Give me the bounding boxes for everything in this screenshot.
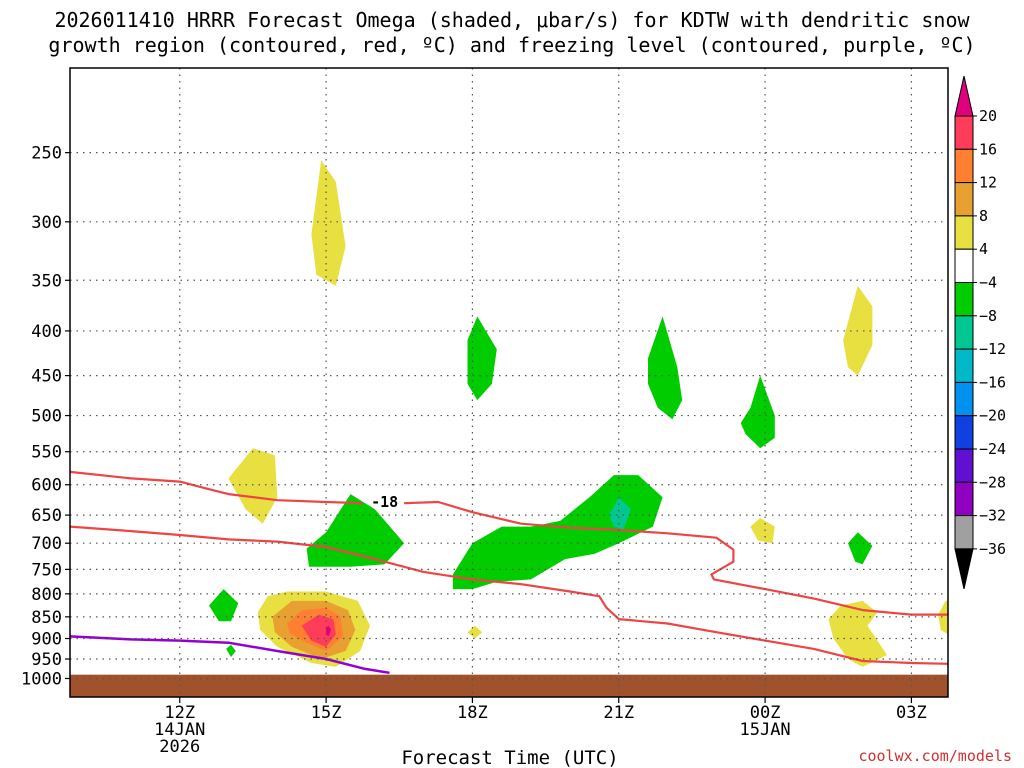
colorbar-bin-1 <box>954 148 974 184</box>
colorbar-label-12: −32 <box>979 507 1006 525</box>
omega-region-0 <box>311 160 346 286</box>
colorbar-bin-9 <box>954 415 974 450</box>
omega-region-8 <box>750 518 775 544</box>
colorbar-label-6: −8 <box>979 307 997 325</box>
freezing-level-contour <box>70 635 390 675</box>
colorbar-label-11: −28 <box>979 473 1006 491</box>
y-tick-label-700: 700 <box>31 534 62 554</box>
colorbar-bin-4 <box>954 248 974 283</box>
y-tick-label-900: 900 <box>31 630 62 650</box>
y-tick-label-250: 250 <box>31 144 62 164</box>
colorbar-bin-3 <box>954 215 974 250</box>
y-tick-label-800: 800 <box>31 585 62 605</box>
colorbar-bin-2 <box>954 182 974 217</box>
x-tick-label-24-1: 15JAN <box>739 720 790 740</box>
colorbar-label-7: −12 <box>979 340 1006 358</box>
colorbar-bin-12 <box>954 515 974 550</box>
omega-region-5 <box>301 614 336 647</box>
colorbar-label-2: 12 <box>979 174 997 192</box>
y-tick-label-600: 600 <box>31 476 62 496</box>
y-tick-label-450: 450 <box>31 367 62 387</box>
x-tick-label-27-0: 03Z <box>896 703 927 723</box>
x-tick-label-21-0: 21Z <box>603 703 634 723</box>
x-tick-label-15-0: 15Z <box>311 703 342 723</box>
plot-frame <box>69 67 949 698</box>
grid-layer <box>70 68 948 697</box>
omega-region-18 <box>648 316 683 420</box>
omega-region-11 <box>938 600 948 635</box>
colorbar-label-8: −16 <box>979 373 1006 391</box>
y-axis-pressure: 2503003504004505005506006507007508008509… <box>21 144 70 689</box>
omega-region-20 <box>848 532 873 565</box>
colorbar-bin-10 <box>954 448 974 483</box>
chart-title-line-2: growth region (contoured, red, ºC) and f… <box>48 33 975 57</box>
colorbar-top-triangle <box>954 75 974 117</box>
omega-region-6 <box>326 625 331 637</box>
colorbar-bin-7 <box>954 348 974 383</box>
colorbar-bin-0 <box>954 115 974 150</box>
omega-region-7 <box>467 625 483 639</box>
x-tick-label-18-0: 18Z <box>457 703 488 723</box>
omega-region-17 <box>609 497 631 530</box>
x-tick-label-12-2: 2026 <box>159 737 200 757</box>
omega-region-9 <box>828 600 887 667</box>
omega-region-12 <box>209 589 239 622</box>
contour-label-minus-18: -18 <box>371 493 398 511</box>
y-tick-label-1000: 1000 <box>21 669 62 689</box>
y-tick-label-950: 950 <box>31 650 62 670</box>
y-tick-label-500: 500 <box>31 407 62 427</box>
colorbar-bottom-triangle <box>954 548 974 590</box>
credit-text: coolwx.com/models <box>858 747 1012 765</box>
chart-title-line-1: 2026011410 HRRR Forecast Omega (shaded, … <box>54 8 970 32</box>
omega-region-1 <box>228 448 278 524</box>
omega-region-15 <box>467 316 497 401</box>
colorbar: 20 16 12 8 4 −4 −8 −12 −16 −20 −24 −28 −32 −36 <box>954 75 1006 590</box>
colorbar-label-4: 4 <box>979 240 988 258</box>
colorbar-label-3: 8 <box>979 207 988 225</box>
x-axis-label: Forecast Time (UTC) <box>401 747 618 768</box>
colorbar-bin-8 <box>954 381 974 417</box>
y-tick-label-550: 550 <box>31 443 62 463</box>
y-tick-label-850: 850 <box>31 608 62 628</box>
colorbar-label-0: 20 <box>979 107 997 125</box>
dgz-contour-1 <box>404 500 948 616</box>
y-tick-label-350: 350 <box>31 271 62 291</box>
colorbar-bin-6 <box>954 315 974 350</box>
y-tick-label-750: 750 <box>31 560 62 580</box>
colorbar-label-10: −24 <box>979 440 1006 458</box>
omega-region-16 <box>452 475 663 590</box>
x-tick-label-12-1: 14JAN <box>154 720 205 740</box>
omega-region-19 <box>740 375 775 449</box>
y-tick-label-650: 650 <box>31 506 62 526</box>
omega-region-13 <box>226 644 236 657</box>
colorbar-label-13: −36 <box>979 540 1006 558</box>
y-tick-label-300: 300 <box>31 213 62 233</box>
colorbar-label-5: −4 <box>979 274 997 292</box>
colorbar-label-1: 16 <box>979 140 997 158</box>
ground-surface <box>70 674 948 697</box>
colorbar-bin-5 <box>954 282 974 317</box>
colorbar-label-9: −20 <box>979 407 1006 425</box>
y-tick-label-400: 400 <box>31 322 62 342</box>
dgz-contour-0 <box>70 470 363 505</box>
x-tick-label-12-0: 12Z <box>164 703 195 723</box>
omega-shading-layer <box>209 160 948 667</box>
colorbar-bin-11 <box>954 481 974 517</box>
contour-layer <box>70 470 948 697</box>
dgz-contour-2 <box>70 525 948 665</box>
x-tick-label-24-0: 00Z <box>750 703 781 723</box>
